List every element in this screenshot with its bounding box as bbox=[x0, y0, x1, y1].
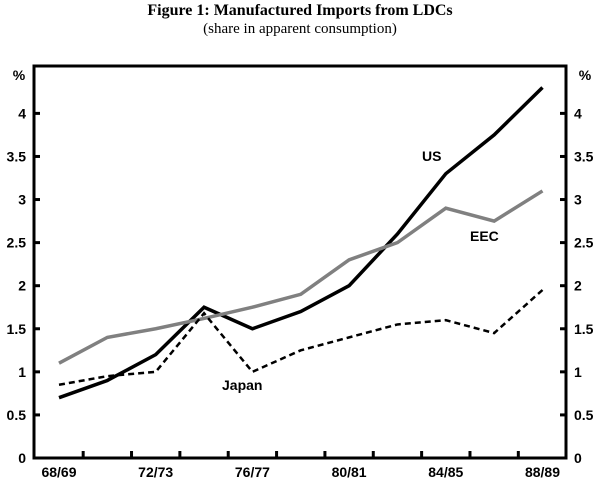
chart-title: Figure 1: Manufactured Imports from LDCs bbox=[147, 2, 453, 19]
series-label-us: US bbox=[422, 148, 441, 164]
y-tick-label-left: 2.5 bbox=[7, 235, 27, 251]
y-tick-label-right: 2 bbox=[574, 278, 582, 294]
y-tick-label-right: 3 bbox=[574, 192, 582, 208]
x-tick-label: 76/77 bbox=[235, 464, 270, 480]
y-tick-label-left: 4 bbox=[18, 105, 26, 121]
y-axis-label-left: % bbox=[13, 67, 26, 83]
y-axis-label-right: % bbox=[579, 67, 592, 83]
series-line-eec bbox=[58, 189, 544, 365]
y-tick-label-left: 1.5 bbox=[7, 321, 27, 337]
y-tick-label-left: 3.5 bbox=[7, 148, 27, 164]
series-line-us bbox=[58, 86, 544, 400]
series-line-japan bbox=[58, 289, 544, 386]
y-tick-label-right: 1.5 bbox=[574, 321, 594, 337]
series-label-eec: EEC bbox=[470, 228, 499, 244]
x-tick-label: 72/73 bbox=[138, 464, 173, 480]
x-tick-label: 80/81 bbox=[332, 464, 367, 480]
x-tick-label: 68/69 bbox=[41, 464, 76, 480]
y-tick-label-left: 3 bbox=[18, 192, 26, 208]
y-tick-label-right: 1 bbox=[574, 364, 582, 380]
y-tick-label-right: 3.5 bbox=[574, 148, 594, 164]
y-tick-label-left: 1 bbox=[18, 364, 26, 380]
y-tick-label-left: 0.5 bbox=[7, 407, 27, 423]
series-label-japan: Japan bbox=[222, 377, 262, 393]
y-tick-label-right: 4 bbox=[574, 105, 582, 121]
y-tick-label-right: 0 bbox=[574, 450, 582, 466]
x-tick-label: 88/89 bbox=[525, 464, 560, 480]
y-tick-label-left: 0 bbox=[18, 450, 26, 466]
chart-subtitle: (share in apparent consumption) bbox=[203, 21, 397, 37]
x-tick-label: 84/85 bbox=[428, 464, 463, 480]
y-tick-label-right: 2.5 bbox=[574, 235, 594, 251]
y-tick-label-left: 2 bbox=[18, 278, 26, 294]
y-tick-label-right: 0.5 bbox=[574, 407, 594, 423]
plot-frame bbox=[32, 64, 568, 460]
